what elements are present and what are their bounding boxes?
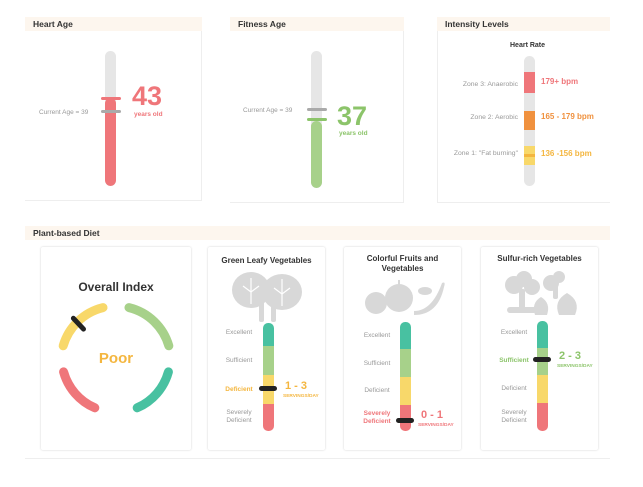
fitness-age-value: 37	[337, 101, 368, 131]
servings-value: 1 - 3	[285, 380, 308, 392]
broccoli-garlic-icon	[505, 271, 577, 315]
servings-value: 2 - 3	[559, 350, 582, 362]
heart-age-marker	[101, 97, 121, 100]
fitness-age-title: Fitness Age	[238, 19, 286, 29]
diet-level-bar	[263, 323, 274, 431]
overall-index-gauge	[58, 303, 174, 413]
servings-value: 0 - 1	[421, 409, 444, 421]
heart-age-unit: years old	[134, 111, 163, 118]
heart-age-header: Heart Age	[25, 17, 202, 31]
diet-card-title: Green Leafy Vegetables	[221, 256, 312, 265]
zone-2-value: 165 - 179 bpm	[541, 112, 594, 121]
fitness-age-bar-fill	[311, 121, 322, 188]
level-label-excellent: Excellent	[225, 329, 253, 336]
overall-index-status: Poor	[98, 350, 134, 367]
level-excellent-seg	[400, 322, 411, 349]
level-label-severely-deficient: Severely Deficient	[363, 410, 391, 426]
servings-marker	[533, 357, 551, 362]
level-label-sufficient: Sufficient	[499, 357, 529, 364]
fitness-age-marker	[307, 118, 327, 121]
diet-header: Plant-based Diet	[25, 226, 610, 240]
zone-1-value: 136 -156 bpm	[541, 149, 592, 158]
level-label-severely-deficient: Severely Deficient	[501, 409, 527, 425]
intensity-panel: Heart Rate Zone 3: Anaerobic 179+ bpm Zo…	[437, 31, 610, 203]
heart-age-value: 43	[132, 81, 163, 111]
level-label-excellent: Excellent	[363, 332, 391, 339]
servings-marker	[396, 418, 414, 423]
leafy-greens-icon	[232, 272, 302, 322]
level-deficient-seg	[537, 375, 548, 403]
fitness-age-header: Fitness Age	[230, 17, 404, 31]
heart-age-panel: Current Age = 39 43 years old	[25, 31, 202, 201]
level-sufficient-seg	[400, 349, 411, 377]
zone-3-label: Zone 3: Anaerobic	[462, 81, 518, 88]
current-age-marker	[101, 110, 121, 113]
heart-age-title: Heart Age	[33, 19, 73, 29]
heart-rate-bar	[524, 56, 535, 186]
fruits-icon	[365, 280, 445, 315]
intensity-header: Intensity Levels	[437, 17, 610, 31]
level-label-excellent: Excellent	[500, 329, 528, 336]
diet-card-title: Colorful Fruits and Vegetables	[366, 254, 439, 274]
servings-unit: SERVINGS/DAY	[283, 394, 319, 399]
zone-2-band	[524, 111, 535, 130]
zone-3-value: 179+ bpm	[541, 77, 579, 86]
level-label-deficient: Deficient	[501, 385, 527, 392]
level-label-sufficient: Sufficient	[225, 357, 253, 364]
intensity-title: Intensity Levels	[445, 19, 509, 29]
level-deficient-seg	[400, 377, 411, 405]
overall-index-card: Overall Index Poor	[41, 247, 191, 450]
current-age-marker	[307, 108, 327, 111]
heart-age-bar-fill	[105, 98, 116, 186]
zone-2-label: Zone 2: Aerobic	[470, 114, 518, 121]
level-excellent-seg	[263, 323, 274, 346]
level-excellent-seg	[537, 321, 548, 348]
level-label-sufficient: Sufficient	[363, 360, 391, 367]
diet-bottom-divider	[25, 458, 610, 459]
zone-1-center	[524, 154, 535, 157]
level-label-severely-deficient: Severely Deficient	[226, 409, 252, 425]
zone-1-label: Zone 1: "Fat burning"	[453, 150, 518, 157]
diet-card-green-leafy: Green Leafy Vegetables Excellent Suffici…	[208, 247, 325, 450]
level-label-deficient: Deficient	[225, 386, 253, 393]
diet-card-sulfur-rich: Sulfur-rich Vegetables Excellent Suffici…	[481, 247, 598, 450]
diet-card-title: Sulfur-rich Vegetables	[497, 254, 582, 263]
servings-unit: SERVINGS/DAY	[557, 364, 593, 369]
level-label-deficient: Deficient	[364, 387, 390, 394]
servings-unit: SERVINGS/DAY	[418, 423, 454, 428]
servings-marker	[259, 386, 277, 391]
level-sufficient-seg	[263, 346, 274, 375]
current-age-label: Current Age = 39	[39, 109, 89, 116]
zone-3-band	[524, 72, 535, 93]
fitness-age-unit: years old	[339, 130, 368, 137]
heart-age-bar	[105, 51, 116, 186]
level-severely-deficient-seg	[537, 403, 548, 431]
overall-index-title: Overall Index	[78, 280, 154, 294]
fitness-age-panel: Current Age = 39 37 years old	[230, 31, 404, 203]
overall-index-needle	[70, 315, 86, 332]
diet-title: Plant-based Diet	[33, 228, 100, 238]
current-age-label: Current Age = 39	[243, 107, 293, 114]
diet-card-colorful-fruits: Colorful Fruits and Vegetables Excellent…	[344, 247, 461, 450]
level-severely-deficient-seg	[263, 404, 274, 431]
intensity-subtitle: Heart Rate	[510, 42, 546, 49]
